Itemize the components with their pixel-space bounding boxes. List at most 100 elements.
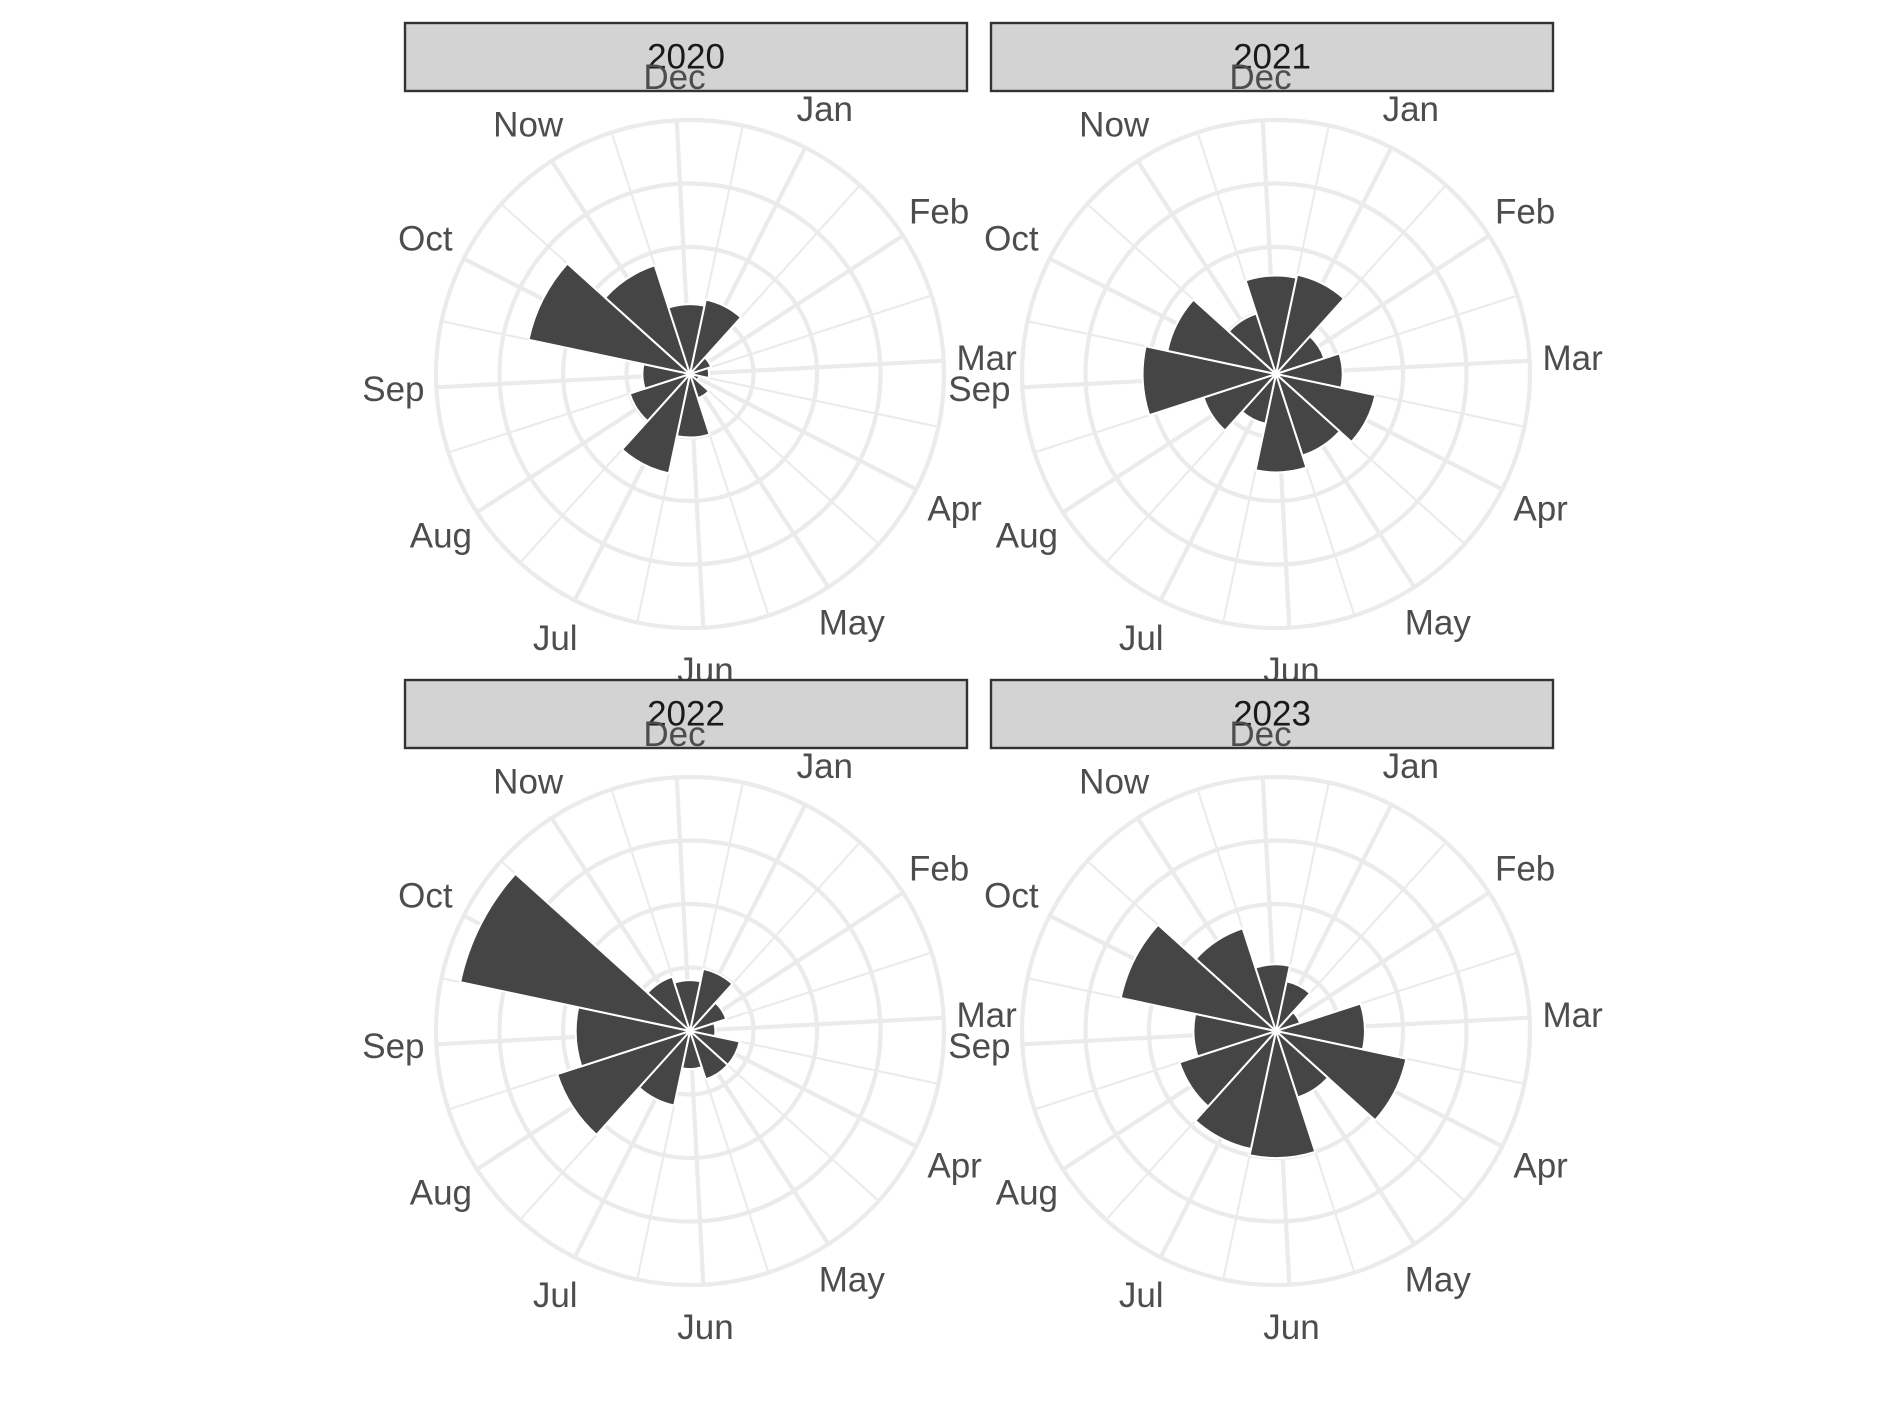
month-label: Oct xyxy=(984,220,1039,259)
grid-ring xyxy=(560,244,820,504)
month-label: Oct xyxy=(398,877,453,916)
bar-aug xyxy=(628,371,694,423)
month-label: Jul xyxy=(533,619,578,658)
facet-strip xyxy=(989,21,1555,93)
facet-strip xyxy=(403,678,969,750)
grid-spoke xyxy=(689,358,944,377)
month-label: May xyxy=(1405,604,1472,643)
facet-panel-2022: 2022 Jan Feb Mar Apr May Jun Jul Aug Sep Oct Now Dec xyxy=(362,678,1017,1347)
grid-ring xyxy=(497,181,883,567)
facet-strip xyxy=(403,21,969,93)
facet-strip-label: 2020 xyxy=(647,38,725,77)
grid-spoke xyxy=(688,372,831,589)
bar-jun xyxy=(1248,1027,1317,1159)
bar-apr xyxy=(1272,1029,1408,1122)
bar-dec xyxy=(1244,274,1298,378)
month-label: Now xyxy=(1079,762,1150,801)
month-label: Jun xyxy=(677,1308,733,1347)
grid-ring xyxy=(433,117,947,631)
bar-oct xyxy=(458,872,694,1033)
bar-feb xyxy=(686,356,713,377)
facet-strip-label: 2021 xyxy=(1233,38,1311,77)
grid-ring xyxy=(433,774,947,1288)
month-label: Feb xyxy=(909,193,969,232)
month-label: Apr xyxy=(1513,1146,1568,1185)
month-label: Dec xyxy=(1229,58,1291,97)
month-label: Sep xyxy=(362,1027,424,1066)
month-label: Aug xyxy=(996,1173,1058,1212)
month-label: Jun xyxy=(1263,1308,1319,1347)
bar-dec xyxy=(667,303,706,378)
grid-spoke-minor xyxy=(689,294,932,375)
month-label: Jan xyxy=(797,90,853,129)
month-label: Oct xyxy=(398,220,453,259)
grid-spoke xyxy=(1274,890,1491,1033)
month-label: Now xyxy=(493,105,564,144)
bar-oct xyxy=(1119,923,1280,1033)
month-label: Sep xyxy=(948,370,1010,409)
grid-spoke xyxy=(688,233,905,376)
bars xyxy=(1119,923,1408,1159)
bar-aug xyxy=(555,1028,694,1137)
bars xyxy=(458,872,741,1137)
bar-now xyxy=(1194,927,1279,1035)
month-label: Dec xyxy=(643,58,705,97)
bar-feb xyxy=(686,1001,728,1034)
bar-jul xyxy=(1193,1027,1278,1151)
month-label: Mar xyxy=(1542,339,1603,378)
bar-jun xyxy=(1254,370,1308,474)
month-label: Mar xyxy=(956,996,1017,1035)
month-label: Dec xyxy=(1229,715,1291,754)
grid-ring xyxy=(560,901,820,1161)
month-label: Mar xyxy=(1542,996,1603,1035)
facet-strip-label: 2023 xyxy=(1233,695,1311,734)
bar-sep xyxy=(1141,345,1280,417)
month-label: Jan xyxy=(1383,90,1439,129)
bar-now xyxy=(646,975,693,1035)
grid-ring xyxy=(1019,774,1533,1288)
bars xyxy=(527,262,743,475)
month-label: Aug xyxy=(996,516,1058,555)
month-label: Aug xyxy=(410,516,472,555)
month-label: May xyxy=(1405,1261,1472,1300)
bar-oct xyxy=(1166,298,1280,376)
month-label: Apr xyxy=(927,1146,982,1185)
bar-oct xyxy=(527,262,694,376)
month-label: Mar xyxy=(956,339,1017,378)
month-label: Now xyxy=(1079,105,1150,144)
bar-dec xyxy=(673,979,702,1035)
bar-apr xyxy=(1272,372,1377,444)
bar-dec xyxy=(1254,963,1292,1035)
month-label: Dec xyxy=(643,715,705,754)
month-label: Apr xyxy=(927,489,982,528)
month-label: Jul xyxy=(1119,1276,1164,1315)
month-label: Sep xyxy=(948,1027,1010,1066)
grid-ring xyxy=(1019,117,1533,631)
facet-strip-label: 2022 xyxy=(647,695,725,734)
month-label: Jul xyxy=(533,1276,578,1315)
grid-ring xyxy=(1083,181,1469,567)
month-label: Jul xyxy=(1119,619,1164,658)
bar-jul xyxy=(620,370,692,475)
grid-spoke xyxy=(687,1030,706,1285)
month-label: Now xyxy=(493,762,564,801)
month-label: Feb xyxy=(909,850,969,889)
month-label: Feb xyxy=(1495,193,1555,232)
bars xyxy=(1141,273,1377,474)
polar-grid xyxy=(1019,117,1533,631)
grid-spoke-minor xyxy=(689,373,880,545)
bar-aug xyxy=(1178,1028,1280,1108)
grid-spoke xyxy=(688,890,905,1033)
facet-panel-2023: 2023 Jan Feb Mar Apr May Jun Jul Aug Sep Oct Now Dec xyxy=(948,678,1603,1347)
grid-spoke-minor xyxy=(689,372,939,428)
bar-may xyxy=(687,1027,730,1081)
grid-spoke xyxy=(689,372,918,492)
month-label: May xyxy=(819,604,886,643)
bar-now xyxy=(603,264,693,378)
